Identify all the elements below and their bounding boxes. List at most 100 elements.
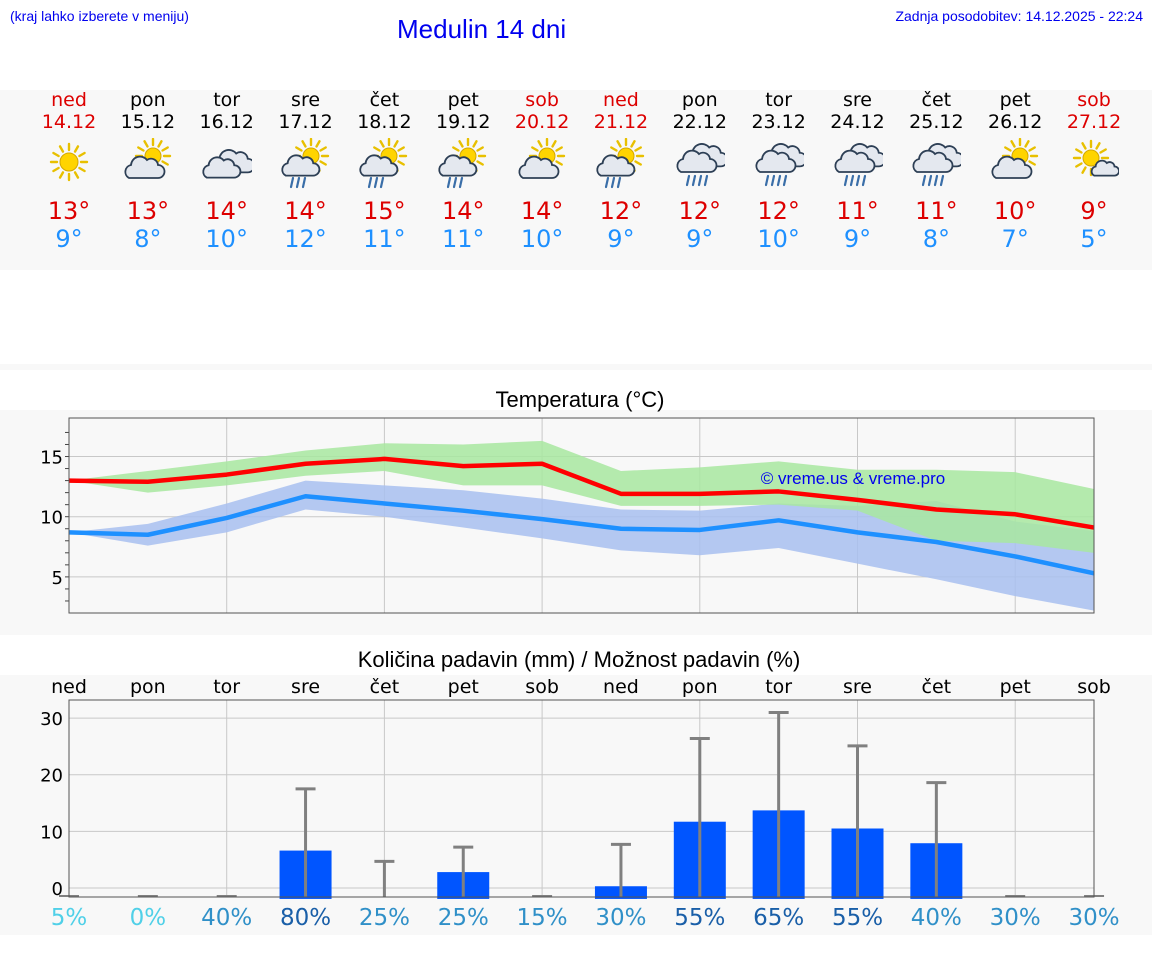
y-tick-label: 10	[40, 822, 63, 843]
daily-forecast-panel	[0, 90, 1152, 270]
min-temperature: 11°	[363, 225, 406, 253]
y-tick-label: 0	[52, 879, 63, 900]
max-temperature: 11°	[915, 197, 958, 225]
min-temperature: 10°	[520, 225, 564, 253]
temperature-chart: 5 10 15 © vreme.us & vreme.pro	[40, 417, 1095, 614]
day-name: pet	[447, 89, 479, 111]
min-temperature: 9°	[686, 225, 714, 253]
sun-rain-icon	[596, 138, 645, 189]
day-name: čet	[921, 89, 952, 111]
day-name: sob	[525, 89, 559, 111]
min-temperature: 8°	[922, 225, 950, 253]
max-temperature: 14°	[284, 197, 327, 225]
min-temperature: 9°	[607, 225, 635, 253]
x-tick-label: sre	[291, 676, 321, 698]
cloudy-icon	[202, 149, 252, 179]
last-updated: Zadnja posodobitev: 14.12.2025 - 22:24	[895, 8, 1143, 24]
day-date: 18.12	[357, 111, 412, 133]
max-temperature: 15°	[363, 197, 406, 225]
temperature-chart-title: Temperatura (°C)	[495, 387, 665, 412]
max-temperature: 12°	[678, 197, 722, 225]
cloud-rain-icon	[755, 143, 804, 187]
day-date: 22.12	[672, 111, 727, 133]
day-date: 27.12	[1066, 111, 1122, 133]
precipitation-probability: 25%	[358, 905, 410, 931]
y-tick-label: 15	[40, 448, 63, 469]
precipitation-probability: 0%	[129, 905, 167, 931]
day-date: 19.12	[436, 111, 491, 133]
min-temperature: 10°	[205, 225, 248, 253]
y-tick-label: 5	[52, 568, 63, 589]
min-temperature: 12°	[284, 225, 327, 253]
cloud-rain-icon	[834, 143, 883, 187]
day-name: sob	[1077, 89, 1111, 111]
precipitation-probability: 65%	[753, 905, 805, 931]
precipitation-probability: 40%	[201, 905, 253, 931]
y-tick-label: 10	[40, 508, 63, 529]
min-temperature: 9°	[843, 225, 872, 253]
max-temperature: 12°	[599, 197, 643, 225]
precipitation-probability: 25%	[437, 905, 489, 931]
precipitation-probability: 30%	[1068, 905, 1120, 931]
sun-rain-icon	[438, 138, 487, 189]
precipitation-probability: 55%	[674, 905, 726, 931]
precipitation-probability: 55%	[831, 905, 884, 931]
precipitation-chart-title: Količina padavin (mm) / Možnost padavin …	[357, 647, 801, 672]
max-temperature: 11°	[836, 197, 879, 225]
day-date: 24.12	[830, 111, 885, 133]
day-date: 21.12	[593, 111, 649, 133]
precipitation-probability: 30%	[989, 905, 1041, 931]
sun-small-cloud-icon	[1072, 139, 1120, 177]
day-name: tor	[213, 89, 241, 111]
day-date: 15.12	[120, 111, 176, 133]
page-title: Medulin 14 dni	[397, 14, 567, 44]
location-hint-link[interactable]: (kraj lahko izberete v meniju)	[10, 8, 189, 24]
x-tick-label: čet	[921, 676, 952, 698]
day-date: 17.12	[278, 111, 333, 133]
max-temperature: 10°	[993, 197, 1037, 225]
min-temperature: 7°	[1001, 225, 1029, 253]
sun-rain-icon	[280, 138, 329, 189]
x-tick-label: čet	[369, 676, 400, 698]
min-temperature: 9°	[55, 225, 83, 253]
y-tick-label: 30	[40, 709, 63, 730]
precipitation-chart: 0 10 20 30	[40, 699, 1105, 900]
max-temperature: 14°	[520, 197, 564, 225]
min-temperature: 8°	[134, 225, 162, 253]
precipitation-probability: 5%	[50, 905, 88, 931]
sun-cloud-icon	[49, 142, 89, 182]
x-tick-label: tor	[765, 676, 793, 698]
day-name: sre	[843, 89, 872, 111]
max-temperature: 13°	[47, 197, 91, 225]
min-temperature: 5°	[1080, 225, 1108, 253]
x-tick-label: ned	[603, 676, 639, 698]
max-temperature: 9°	[1080, 197, 1108, 225]
day-name: tor	[765, 89, 793, 111]
x-tick-label: ned	[51, 676, 87, 698]
day-name: pet	[999, 89, 1031, 111]
day-name: ned	[51, 89, 87, 111]
precipitation-probability: 40%	[910, 905, 962, 931]
x-tick-label: sre	[843, 676, 872, 698]
min-temperature-line	[68, 493, 1095, 576]
max-temperature-line	[68, 456, 1095, 530]
day-name: pon	[129, 89, 166, 111]
x-tick-label: pon	[129, 676, 166, 698]
watermark: © vreme.us & vreme.pro	[761, 469, 945, 488]
sun-rain-icon	[359, 138, 408, 189]
x-tick-label: pon	[681, 676, 718, 698]
max-temperature: 14°	[441, 197, 485, 225]
x-tick-label: tor	[213, 676, 241, 698]
cloud-sun-icon	[518, 138, 566, 179]
min-range-band	[69, 480, 1095, 611]
day-name: čet	[369, 89, 400, 111]
x-tick-label: sob	[525, 676, 559, 698]
day-date: 16.12	[199, 111, 254, 133]
day-date: 26.12	[987, 111, 1043, 133]
day-name: sre	[291, 89, 321, 111]
min-temperature: 11°	[441, 225, 485, 253]
max-temperature: 14°	[205, 197, 248, 225]
precipitation-probability: 30%	[595, 905, 647, 931]
day-date: 14.12	[41, 111, 97, 133]
cloud-sun-icon	[124, 138, 172, 179]
